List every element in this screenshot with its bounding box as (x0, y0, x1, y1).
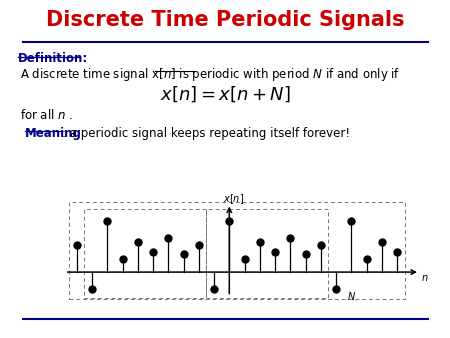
Text: : a periodic signal keeps repeating itself forever!: : a periodic signal keeps repeating itse… (62, 127, 350, 140)
Text: Meaning: Meaning (25, 127, 81, 140)
Text: A discrete time signal x[$n$] is periodic with period $N$ if and only if: A discrete time signal x[$n$] is periodi… (20, 66, 400, 83)
Text: $x[n] = x[n + N]$: $x[n] = x[n + N]$ (160, 84, 290, 104)
Text: $N$: $N$ (347, 290, 356, 303)
Text: $n$: $n$ (421, 273, 429, 283)
Text: Discrete Time Periodic Signals: Discrete Time Periodic Signals (46, 10, 404, 30)
Text: for all $n$ .: for all $n$ . (20, 108, 73, 122)
Text: $x[n]$: $x[n]$ (223, 192, 244, 206)
Text: Definition:: Definition: (18, 52, 88, 65)
